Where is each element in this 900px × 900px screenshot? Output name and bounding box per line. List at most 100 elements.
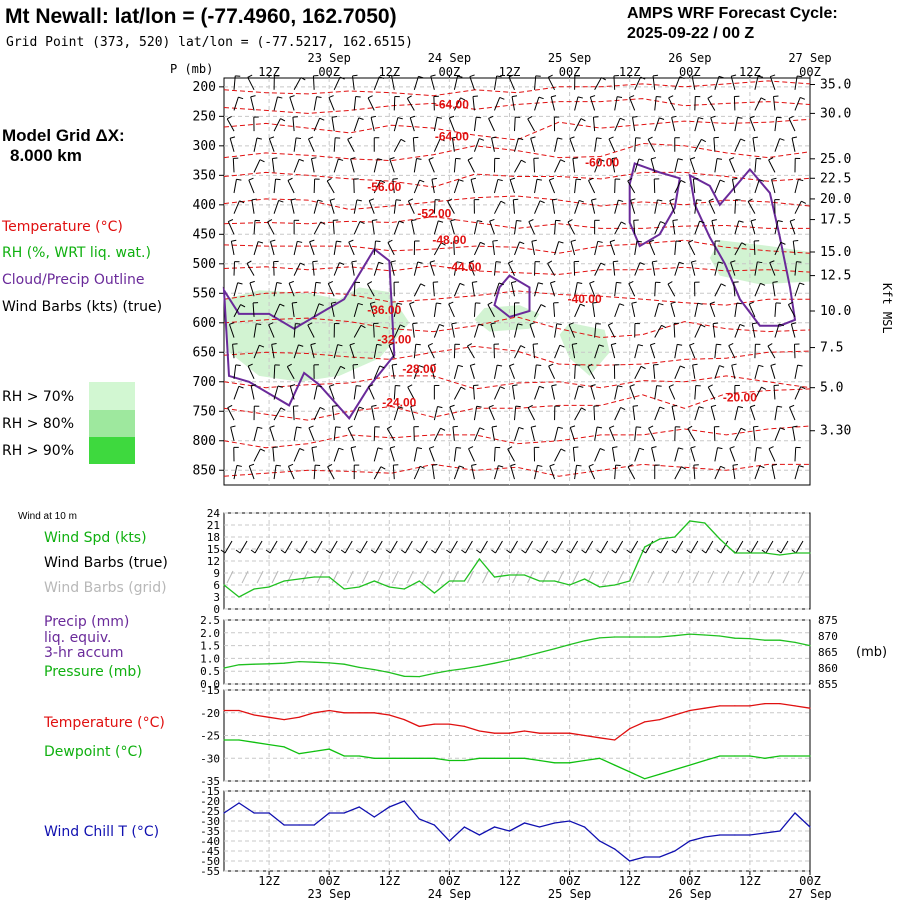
sfc-barb-grid-27	[632, 570, 640, 584]
section-barb-flag-397	[609, 425, 615, 429]
temperature-contour-c-205	[223, 80, 811, 97]
section-barb-flag-391	[619, 303, 625, 306]
windchill-line-point-10	[373, 816, 375, 818]
section-barb-shaft-131	[353, 303, 359, 318]
section-barb-flag-259	[471, 463, 477, 466]
section-barb-flag-164	[389, 157, 395, 160]
section-barb-shaft-427	[654, 221, 661, 235]
section-barb-flag-408	[636, 240, 642, 243]
section-barb-shaft-568	[792, 240, 796, 256]
temperature-line-point-14	[433, 723, 435, 725]
section-barb-shaft-423	[647, 139, 656, 152]
section-barb-shaft-373	[594, 344, 600, 359]
section-barb-shaft-447	[672, 220, 676, 235]
section-barb-shaft-542	[774, 117, 778, 132]
section-barb-flag-151	[370, 301, 376, 304]
section-barb-flag-455	[668, 384, 674, 388]
section-barb-flag-108	[336, 240, 342, 243]
section-barb-shaft-381	[614, 96, 618, 111]
height-tick-label-2: 25.0	[820, 152, 851, 167]
top-tick-9: 00Z	[799, 65, 821, 79]
height-tick-label-11: 3.30	[820, 424, 851, 439]
section-barb-flag-317	[531, 425, 537, 428]
section-barb-flag-171	[397, 302, 403, 305]
section-barb-shaft-341	[574, 96, 579, 111]
section-barb-flag-373	[598, 344, 604, 347]
section-barb-shaft-562	[788, 118, 796, 132]
section-barb-shaft-238	[453, 447, 457, 462]
section-barb-flag-115	[329, 384, 335, 387]
section-barb-flag-173	[388, 342, 394, 346]
section-barb-flag-428	[649, 239, 655, 243]
section-barb-flag-135	[356, 385, 362, 387]
temperature-line-point-34	[734, 705, 736, 707]
dewpoint-line-point-13	[418, 757, 420, 759]
section-barb-shaft-366	[590, 199, 596, 214]
section-barb-flag-142	[370, 115, 377, 118]
section-barb-shaft-374	[587, 366, 596, 380]
section-barb-flag-462	[698, 117, 704, 120]
sfc-barb-true-31	[690, 540, 699, 554]
section-barb-flag-109	[339, 262, 345, 265]
section-barb-shaft-214	[430, 365, 435, 379]
section-barb-flag-256	[476, 405, 482, 408]
section-barb-shaft-387	[614, 221, 622, 235]
wind-speed-line-point-5	[298, 578, 300, 580]
top-tick-6: 12Z	[619, 65, 641, 79]
section-barb-shaft-152	[373, 323, 375, 338]
height-tick-label-1: 30.0	[820, 106, 851, 121]
dewpoint-line-point-38	[794, 755, 796, 757]
section-barb-flag-329	[547, 260, 553, 264]
sfc-barb-true-flag-30	[671, 549, 677, 554]
section-barb-shaft-503	[734, 138, 742, 152]
section-barb-flag-361	[590, 95, 596, 98]
temperature-label-9: -32.00	[377, 332, 411, 346]
section-barb-shaft-162	[393, 117, 399, 132]
section-barb-flag-393	[611, 342, 617, 346]
section-barb-shaft-492	[712, 323, 716, 338]
section-barb-shaft-278	[493, 447, 496, 462]
section-barb-flag-29	[246, 260, 252, 264]
windchill-line-point-11	[388, 806, 390, 808]
section-barb-shaft-53	[271, 344, 275, 359]
pressure-line-point-8	[343, 663, 345, 665]
dewpoint-line-point-24	[584, 759, 586, 762]
section-barb-flag-243	[479, 138, 485, 141]
chill-panel-tick-7: -50	[200, 855, 220, 868]
section-barb-shaft-64	[293, 159, 300, 173]
section-barb-flag-165	[392, 178, 398, 180]
sfc-barb-true-flag-2	[250, 549, 256, 554]
bottom-tick-9: 00Z	[799, 874, 821, 888]
section-barb-shaft-327	[554, 220, 557, 235]
sfc-barb-grid-37	[782, 570, 790, 584]
section-barb-shaft-444	[674, 158, 679, 173]
temperature-line-point-26	[614, 739, 616, 741]
sfc-barb-grid-32	[707, 570, 715, 584]
section-barb-shaft-39	[248, 465, 255, 480]
section-barb-flag-261	[499, 96, 505, 100]
sfc-barb-true-flag-4	[280, 549, 286, 554]
sfc-barb-true-4	[284, 540, 293, 554]
windchill-line-point-18	[493, 826, 496, 828]
section-barb-flag-566	[801, 200, 807, 204]
wind-speed-line-point-10	[373, 580, 375, 582]
temperature-contour-c-270	[223, 118, 811, 141]
section-barb-flag-529	[757, 261, 763, 264]
pressure-panel-rtick-1: 870	[818, 630, 838, 643]
section-barb-flag-114	[340, 365, 346, 370]
section-barb-shaft-300	[534, 75, 537, 90]
section-barb-shaft-90	[313, 282, 317, 297]
section-barb-flag-311	[540, 304, 546, 308]
section-barb-shaft-411	[631, 303, 636, 317]
section-barb-flag-523	[752, 136, 758, 139]
section-barb-shaft-342	[574, 118, 582, 132]
temperature-contour-c-605	[223, 316, 811, 339]
section-barb-shaft-525	[754, 179, 760, 194]
section-barb-flag-521	[760, 97, 766, 101]
dewpoint-line-point-37	[779, 755, 781, 757]
section-barb-flag-575	[800, 386, 806, 390]
dewpoint-line-point-0	[223, 739, 225, 741]
legend-wind-barbs: Wind Barbs (kts) (true)	[2, 299, 162, 315]
section-barb-shaft-195	[407, 386, 415, 400]
section-barb-shaft-319	[534, 465, 538, 480]
